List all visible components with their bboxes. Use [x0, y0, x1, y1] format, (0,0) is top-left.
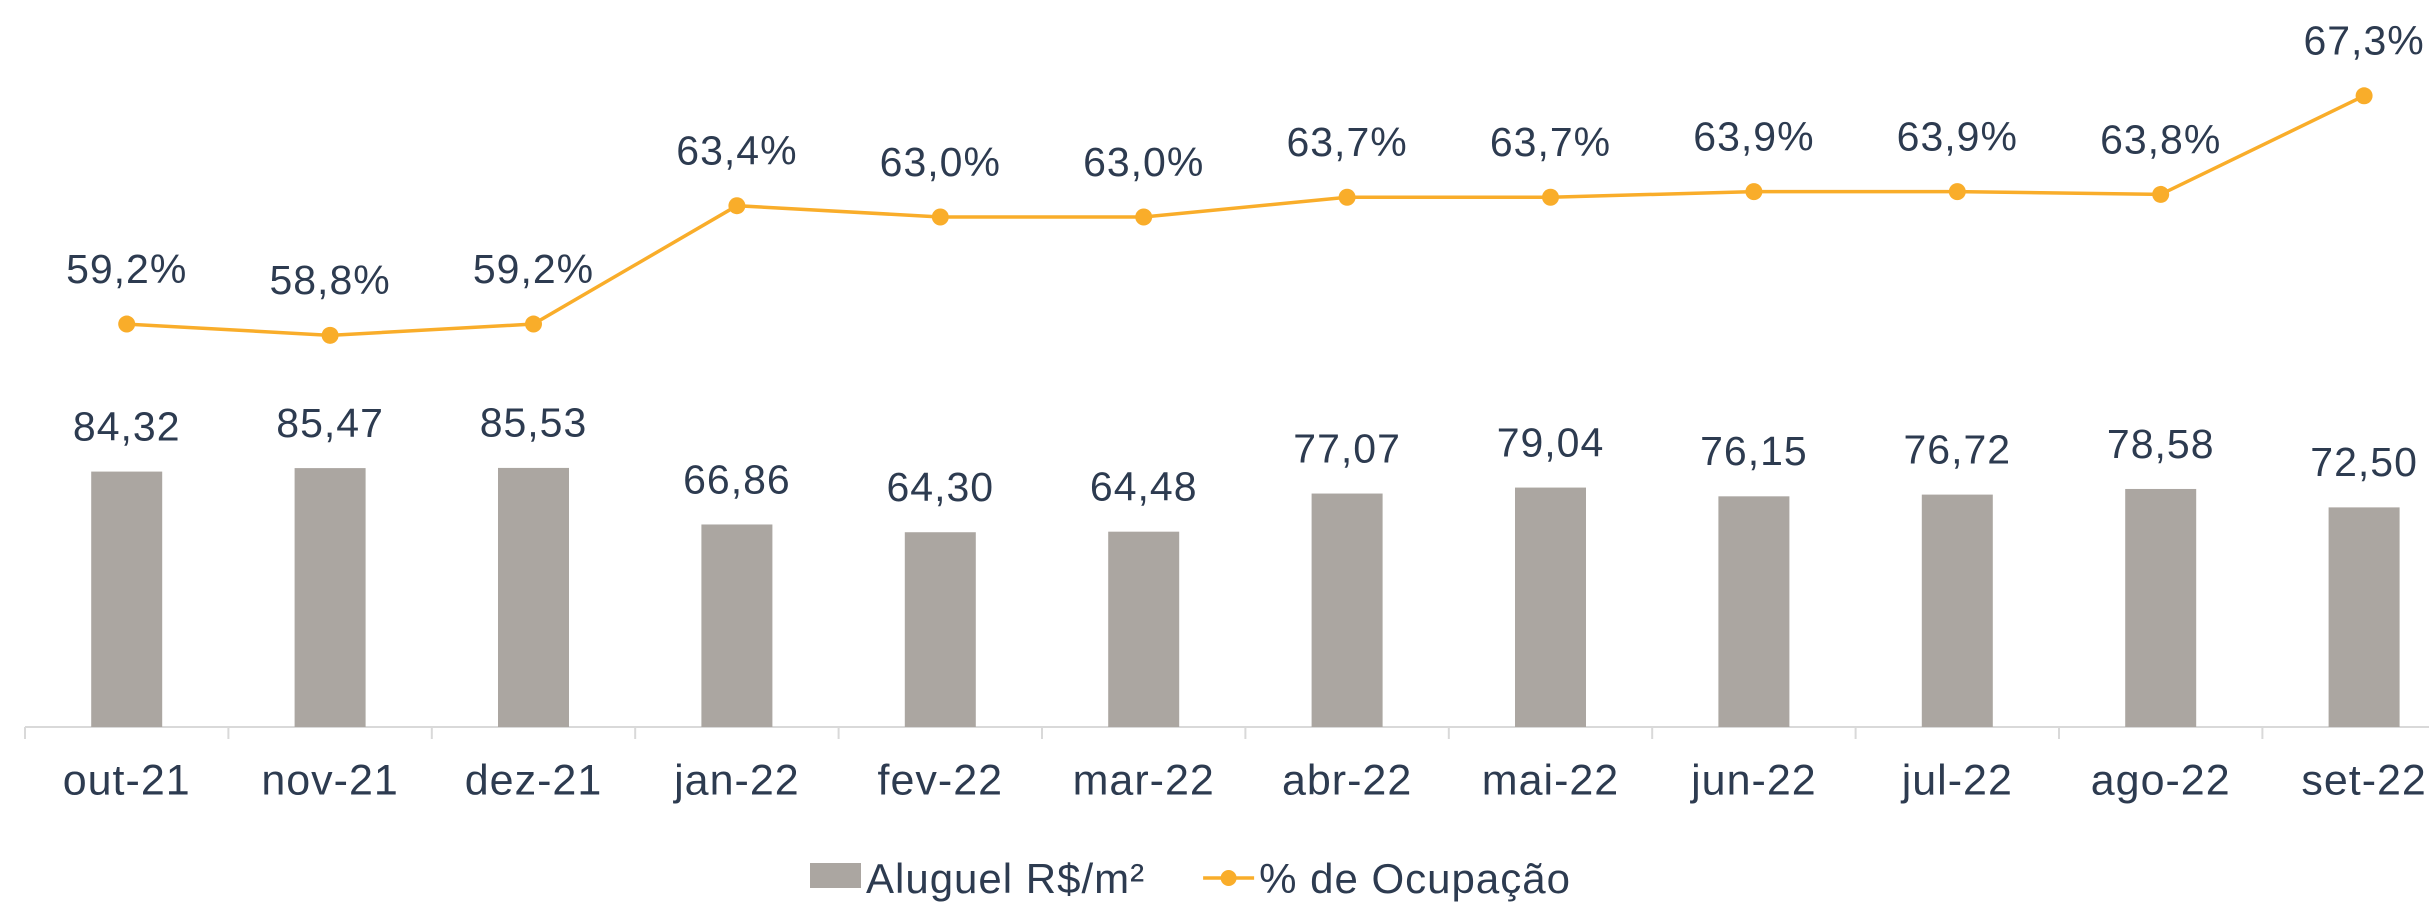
x-tick-label: mai-22 — [1482, 756, 1619, 804]
bar-value-label: 76,15 — [1700, 428, 1808, 474]
line-value-label: 58,8% — [269, 257, 390, 303]
bar-value-label: 85,53 — [480, 400, 588, 446]
x-tick-label: ago-22 — [2091, 756, 2231, 804]
x-tick-label: nov-21 — [261, 756, 398, 804]
bar — [498, 467, 569, 727]
line-value-label: 59,2% — [473, 246, 594, 292]
line-value-label: 63,8% — [2100, 116, 2221, 162]
x-tick-label: mar-22 — [1073, 756, 1215, 804]
bar — [1108, 531, 1180, 727]
line-value-label: 63,7% — [1490, 119, 1611, 165]
line-point — [2152, 185, 2170, 203]
legend-swatch-point — [1220, 870, 1237, 886]
line-value-label: 63,0% — [880, 139, 1001, 185]
legend-swatch — [810, 863, 861, 888]
line-value-label: 59,2% — [66, 246, 187, 292]
line-point — [728, 197, 746, 215]
bar — [2328, 507, 2400, 727]
bar — [294, 468, 366, 727]
x-tick-label: abr-22 — [1282, 756, 1412, 804]
x-tick-label: fev-22 — [878, 756, 1004, 804]
line-point — [525, 315, 542, 333]
line-value-label: 67,3% — [2303, 18, 2424, 64]
bar-value-label: 76,72 — [1903, 426, 2011, 472]
bar — [701, 524, 773, 727]
legend-label: % de Ocupação — [1259, 855, 1571, 902]
bar-value-label: 66,86 — [683, 456, 791, 502]
bar — [1718, 496, 1790, 727]
line-value-label: 63,9% — [1897, 113, 2018, 159]
x-tick-label: out-21 — [63, 756, 191, 804]
line-point — [1542, 188, 1559, 206]
line-point — [321, 326, 339, 344]
x-tick-label: set-22 — [2301, 756, 2427, 804]
bar — [1921, 494, 1993, 727]
bar-value-label: 78,58 — [2107, 421, 2215, 467]
x-tick-label: jan-22 — [672, 756, 800, 804]
bar — [1515, 487, 1586, 727]
bar-value-label: 85,47 — [276, 400, 384, 446]
bar-value-label: 64,30 — [886, 464, 994, 510]
bar-value-label: 79,04 — [1497, 419, 1605, 465]
line-point — [118, 315, 136, 333]
bar — [91, 471, 163, 727]
bar-value-label: 64,48 — [1090, 464, 1198, 510]
line-point — [2355, 87, 2373, 105]
bar-value-label: 77,07 — [1293, 425, 1401, 471]
line-point — [1338, 188, 1356, 206]
line-point — [931, 208, 949, 226]
line-value-label: 63,4% — [676, 128, 797, 174]
line — [126, 94, 2365, 338]
legend-label: Aluguel R$/m² — [866, 855, 1145, 902]
line-point — [1948, 183, 1966, 201]
bar — [2125, 488, 2197, 727]
line-point — [1745, 183, 1763, 201]
bar-value-label: 72,50 — [2310, 439, 2418, 485]
x-tick-label: jul-22 — [1900, 756, 2013, 804]
bar-value-label: 84,32 — [73, 403, 181, 449]
x-tick-label: dez-21 — [465, 756, 602, 804]
x-tick-label: jun-22 — [1689, 756, 1817, 804]
line-value-label: 63,7% — [1286, 119, 1407, 165]
line-value-label: 63,9% — [1693, 113, 1814, 159]
bar — [1311, 493, 1383, 727]
line-value-label: 63,0% — [1083, 139, 1204, 185]
line-point — [1135, 208, 1153, 226]
bar — [904, 532, 976, 727]
